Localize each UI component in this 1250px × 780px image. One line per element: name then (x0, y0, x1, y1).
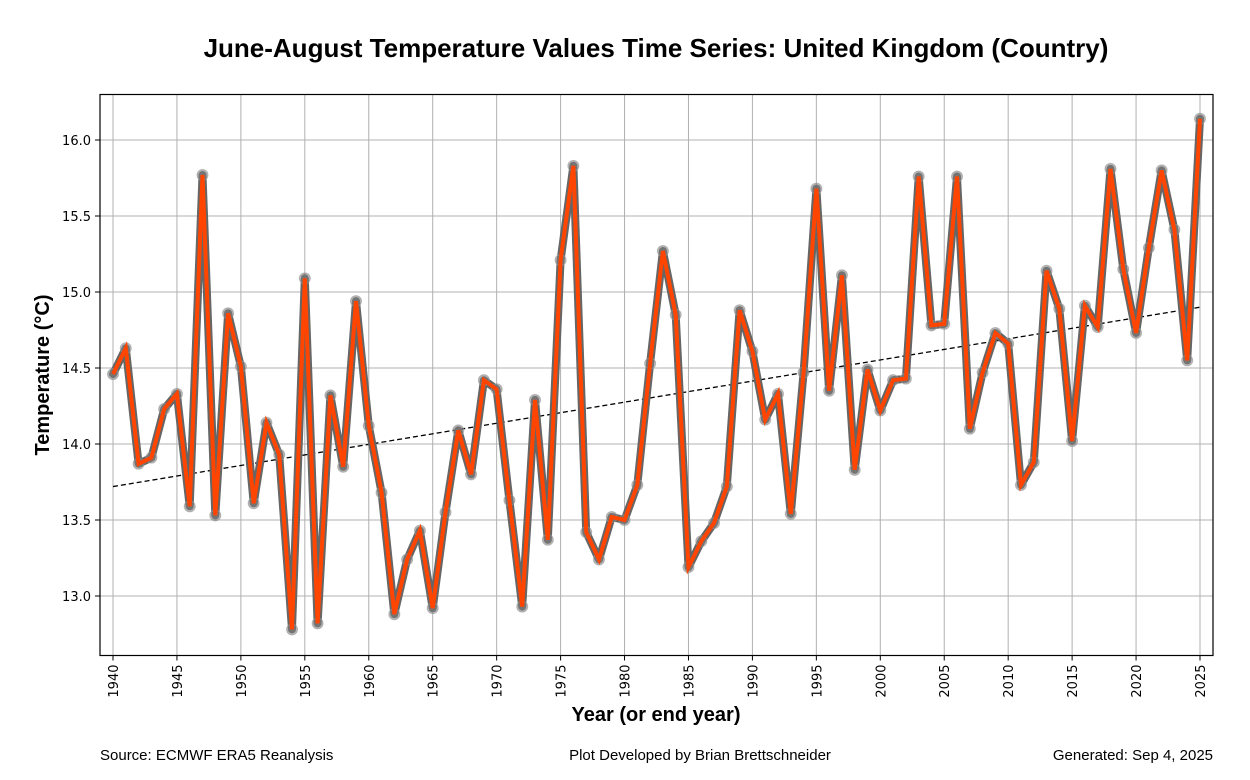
grid (100, 94, 1213, 656)
x-tick-label: 1955 (299, 665, 314, 698)
y-tick-label: 13.5 (62, 514, 91, 529)
x-tick-label: 1980 (619, 665, 634, 698)
x-tick-label: 1970 (491, 665, 506, 698)
y-tick-label: 14.5 (62, 362, 91, 377)
x-tick-label: 1940 (107, 665, 122, 698)
x-tick-label: 1975 (555, 665, 570, 698)
x-tick-label: 2015 (1066, 665, 1081, 698)
x-tick-label: 1950 (235, 665, 250, 698)
x-axis: 1940 1945 1950 1955 1960 1965 1970 1975 1980 1985… (107, 655, 1209, 698)
plot-frame (99, 93, 1214, 657)
x-tick-label: 2025 (1194, 665, 1209, 698)
y-tick-label: 14.0 (62, 438, 91, 453)
x-tick-label: 2005 (938, 665, 953, 698)
x-tick-label: 1965 (427, 665, 442, 698)
footer-generated: Generated: Sep 4, 2025 (1053, 747, 1213, 764)
x-axis-label: Year (or end year) (572, 704, 741, 726)
x-tick-label: 1985 (682, 665, 697, 698)
x-tick-label: 1945 (171, 665, 186, 698)
x-tick-label: 1990 (746, 665, 761, 698)
footer-source: Source: ECMWF ERA5 Reanalysis (100, 747, 333, 764)
x-tick-label: 2000 (874, 665, 889, 698)
series-line (111, 118, 1202, 630)
y-tick-label: 13.0 (62, 590, 91, 605)
chart-title: June-August Temperature Values Time Seri… (204, 33, 1109, 63)
y-tick-label: 16.0 (62, 134, 91, 149)
y-axis: 13.0 13.5 14.0 14.5 15.0 15.5 16.0 (62, 134, 100, 605)
series-outline (109, 114, 1204, 634)
y-axis-label: Temperature (°C) (32, 295, 54, 456)
x-tick-label: 1995 (810, 665, 825, 698)
x-tick-label: 2020 (1130, 665, 1145, 698)
y-tick-label: 15.5 (62, 210, 91, 225)
series-group (107, 112, 1206, 636)
footer-credit: Plot Developed by Brian Brettschneider (569, 747, 831, 764)
y-tick-label: 15.0 (62, 286, 91, 301)
x-tick-label: 2010 (1002, 665, 1017, 698)
x-tick-label: 1960 (363, 665, 378, 698)
